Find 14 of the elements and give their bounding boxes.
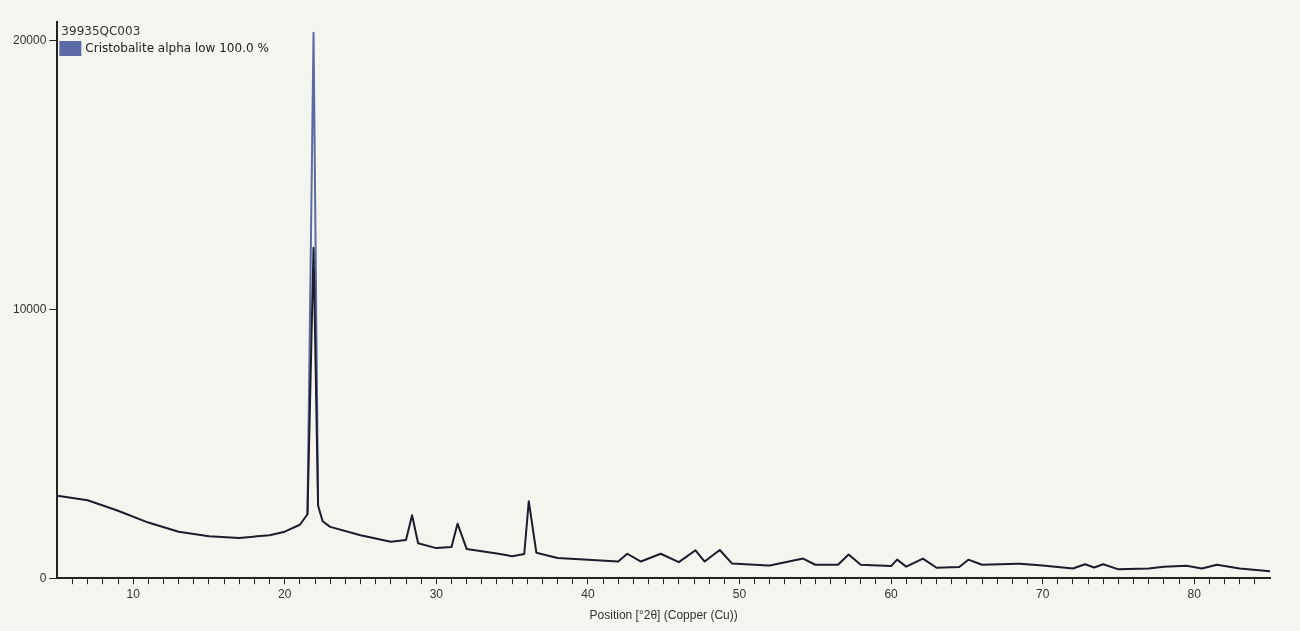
x-tick-label: 70 [1035,586,1050,601]
legend-label: Cristobalite alpha low 100.0 % [85,41,269,56]
y-tick-label: 0 [39,570,47,585]
x-tick-label: 60 [884,586,899,601]
y-tick-label: 10000 [12,301,47,316]
x-axis-title: Position [°2θ] (Copper (Cu)) [589,608,738,623]
x-tick-label: 20 [278,586,292,601]
x-tick-label: 40 [581,586,595,601]
legend-title: 39935QC003 [61,24,141,39]
x-tick-label: 50 [732,586,747,601]
x-tick-label: 80 [1187,586,1202,601]
y-tick-label: 20000 [12,33,47,48]
x-tick-label: 10 [126,586,141,601]
x-tick-label: 30 [429,586,444,601]
